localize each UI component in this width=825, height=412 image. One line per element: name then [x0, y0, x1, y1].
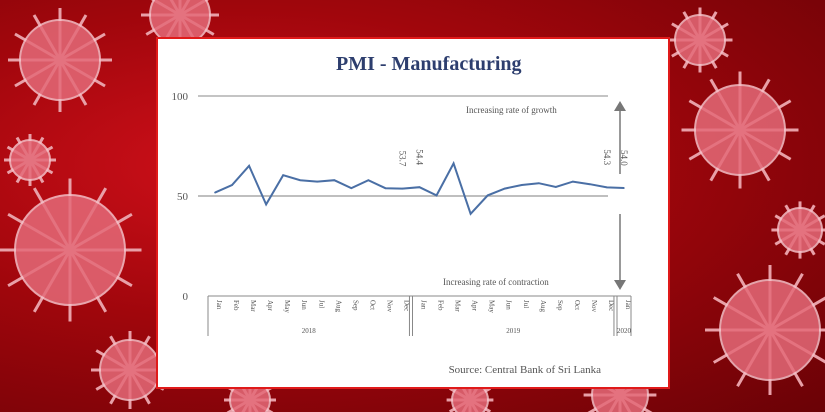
source-note: Source: Central Bank of Sri Lanka	[449, 364, 602, 376]
x-tick-label: Oct	[368, 300, 376, 310]
virus-body	[674, 14, 726, 66]
virus-particle	[705, 265, 825, 395]
data-point	[231, 184, 233, 186]
pmi-chart: PMI - Manufacturing 0 50 100 Jan Feb Mar Apr Ma…	[172, 53, 633, 376]
chart-title: PMI - Manufacturing	[336, 53, 522, 75]
x-tick-label: Jul	[522, 300, 530, 308]
data-point	[350, 187, 353, 189]
y-tick-label: 50	[177, 191, 189, 203]
data-point	[469, 213, 472, 215]
virus-particle	[4, 134, 56, 186]
year-label: 2018	[302, 327, 317, 335]
data-point	[606, 186, 608, 189]
data-point	[384, 187, 387, 189]
pmi-series-line	[214, 160, 625, 216]
virus-particle	[667, 7, 733, 73]
data-label: 54.0	[619, 150, 629, 166]
x-tick-label: May	[488, 300, 496, 313]
x-tick-label: Mar	[249, 300, 257, 312]
x-tick-label: Jan	[624, 300, 632, 310]
data-point	[214, 191, 216, 194]
virus-body	[99, 339, 161, 401]
data-label: 54.4	[415, 149, 425, 165]
x-tick-label: Jan	[215, 300, 223, 310]
data-label: 54.3	[602, 149, 612, 165]
data-label: 53.7	[397, 151, 407, 167]
x-tick-label: Sep	[556, 300, 564, 311]
y-tick-label: 100	[172, 91, 189, 103]
virus-body	[9, 139, 51, 181]
data-point	[623, 187, 625, 189]
data-point	[503, 187, 506, 190]
x-tick-label: Sep	[351, 300, 359, 311]
data-point	[265, 203, 267, 206]
data-point	[486, 194, 489, 197]
x-tick-label: Jun	[505, 300, 513, 310]
x-tick-label: Jul	[317, 300, 325, 308]
data-point	[282, 174, 284, 176]
x-tick-label: Mar	[454, 300, 462, 312]
y-tick-label: 0	[183, 291, 189, 303]
x-tick-label: Apr	[471, 300, 479, 312]
data-point	[452, 162, 455, 165]
data-point	[316, 180, 319, 183]
growth-annotation: Increasing rate of growth	[466, 105, 557, 115]
virus-particle	[91, 331, 169, 409]
x-tick-label: Feb	[437, 300, 445, 311]
virus-body	[19, 19, 101, 101]
year-label: 2019	[506, 327, 520, 335]
virus-body	[719, 279, 821, 381]
data-point	[537, 182, 540, 184]
data-point	[572, 180, 574, 183]
data-point	[520, 184, 523, 186]
data-point	[333, 179, 336, 181]
virus-body	[694, 84, 786, 176]
x-tick-label: Nov	[385, 300, 393, 313]
virus-body	[777, 207, 823, 253]
data-point	[401, 187, 404, 190]
x-tick-label: Aug	[334, 300, 342, 313]
data-point	[367, 179, 370, 181]
x-tick-label: Aug	[539, 300, 547, 313]
virus-particle	[0, 178, 142, 322]
data-point	[435, 194, 438, 197]
data-point	[418, 186, 421, 188]
x-tick-label: Nov	[590, 300, 598, 313]
data-point	[589, 183, 591, 185]
year-label: 2020	[617, 327, 632, 335]
virus-particle	[771, 201, 825, 259]
x-tick-label: Apr	[266, 300, 274, 312]
contraction-arrow-head	[614, 280, 626, 290]
data-point	[248, 165, 250, 167]
virus-particle	[8, 8, 112, 112]
x-tick-label: Oct	[573, 300, 581, 310]
virus-body	[14, 194, 126, 306]
data-point	[299, 179, 302, 181]
x-tick-label: May	[283, 300, 291, 313]
contraction-annotation: Increasing rate of contraction	[443, 277, 549, 287]
virus-particle	[141, 0, 219, 54]
x-tick-label: Jun	[300, 300, 308, 310]
x-tick-label: Feb	[232, 300, 240, 311]
x-tick-label: Dec	[607, 300, 615, 311]
x-tick-label: Jan	[420, 300, 428, 310]
growth-arrow-head	[614, 101, 626, 111]
chart-panel: PMI - Manufacturing 0 50 100 Jan Feb Mar Apr Ma…	[156, 37, 670, 389]
virus-particle	[681, 71, 799, 189]
data-point	[555, 186, 557, 188]
x-tick-label: Dec	[402, 300, 410, 311]
